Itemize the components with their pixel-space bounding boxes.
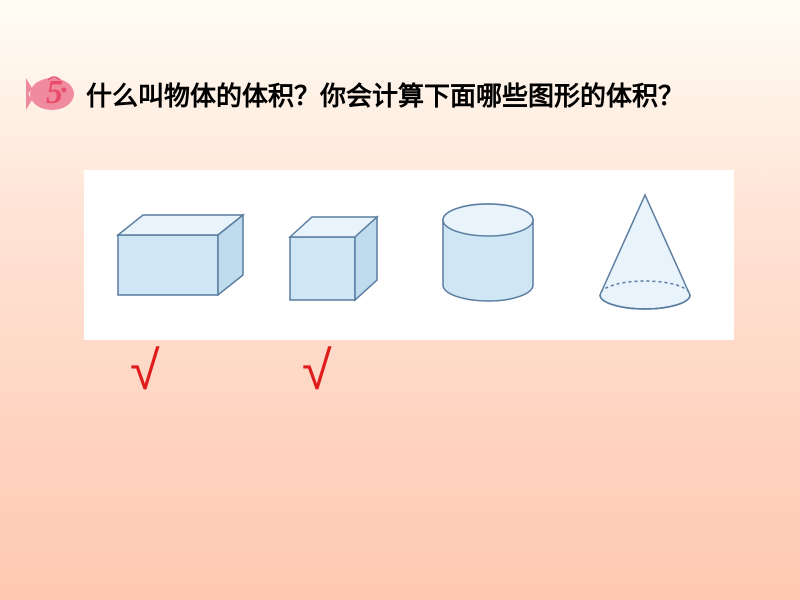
shape-cone: [567, 185, 725, 325]
question-text: 什么叫物体的体积？你会计算下面哪些图形的体积？: [86, 76, 684, 113]
shape-cube: [252, 195, 410, 315]
checkmark-1: √: [130, 340, 160, 402]
shape-cuboid: [94, 195, 252, 315]
shape-cylinder: [409, 190, 567, 320]
shapes-container: [84, 170, 734, 340]
checkmark-2: √: [302, 340, 332, 402]
question-header: 5 什么叫物体的体积？你会计算下面哪些图形的体积？: [24, 72, 684, 116]
question-number: 5: [46, 74, 63, 112]
